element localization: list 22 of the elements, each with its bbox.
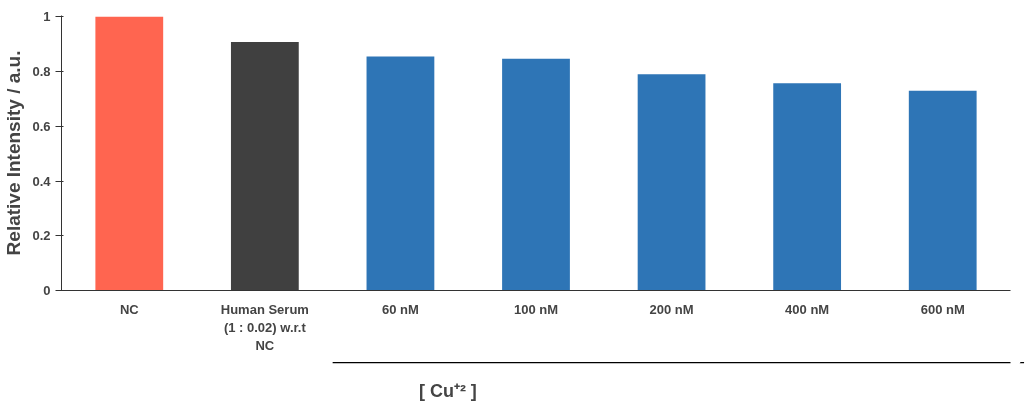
bar [908, 90, 977, 291]
x-tick-label: 400 nM [785, 301, 830, 317]
x-tick-label: 100 nM [513, 301, 559, 317]
y-tick-label: 0.6 [32, 118, 51, 134]
bar [95, 16, 164, 291]
y-tick-label: 0.2 [32, 228, 51, 244]
y-tick-label: 0 [43, 283, 51, 298]
y-tick-label: 0.8 [32, 64, 51, 80]
y-tick-label: 0.4 [32, 173, 52, 189]
x-tick-label: 600 nM [920, 301, 965, 317]
text: [ Cu⁺² ] [418, 381, 477, 402]
x-tick-label: 60 nM [382, 301, 419, 317]
x-tick-label: Human Serum (1 : 0.02) w.r.t NC [220, 301, 309, 353]
y-axis-title: Relative Intensity / a.u. [3, 50, 25, 256]
x-tick-label: NC [119, 301, 140, 317]
bar [773, 83, 842, 291]
x-tick-label: 200 nM [649, 301, 694, 317]
bar [366, 56, 435, 291]
bar [637, 74, 706, 291]
bar [502, 58, 570, 291]
bar [230, 42, 299, 291]
y-tick-label: 1 [43, 9, 51, 25]
